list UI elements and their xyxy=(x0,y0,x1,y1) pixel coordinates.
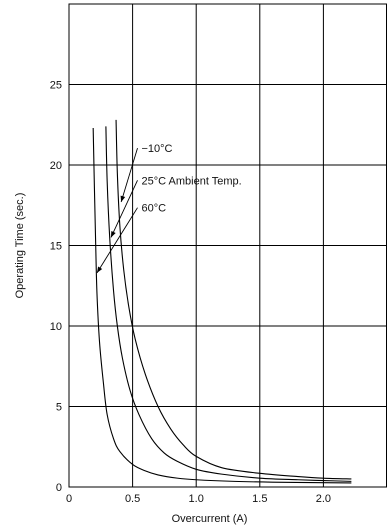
x-tick-label-2: 1.0 xyxy=(189,493,204,505)
annotation-arrowhead-1 xyxy=(110,230,116,238)
annotation-leader-1 xyxy=(110,180,138,238)
annotation-label-2: 60°C xyxy=(142,203,167,215)
annotation-leader-0 xyxy=(120,147,138,203)
series-curves xyxy=(92,119,352,484)
x-tick-label-3: 1.5 xyxy=(252,493,267,505)
grid-lines xyxy=(69,4,387,487)
x-tick-label-0: 0 xyxy=(66,493,72,505)
y-tick-label-2: 10 xyxy=(50,321,62,333)
y-tick-label-1: 5 xyxy=(56,402,62,414)
series-curve-2 xyxy=(92,127,352,484)
annotation-arrowhead-2 xyxy=(96,266,103,273)
y-tick-label-0: 0 xyxy=(56,482,62,494)
annotation-label-1: 25°C Ambient Temp. xyxy=(142,175,242,187)
x-axis-label: Overcurrent (A) xyxy=(172,513,248,525)
annotation-leader-2 xyxy=(96,207,138,274)
series-curve-0 xyxy=(115,119,352,480)
y-tick-label-3: 15 xyxy=(50,241,62,253)
y-tick-label-5: 25 xyxy=(50,80,62,92)
annotation-label-0: −10°C xyxy=(142,143,173,155)
tick-labels: 0 0.5 1.0 1.5 2.0 0 5 10 15 20 25 xyxy=(50,80,331,506)
x-tick-label-1: 0.5 xyxy=(125,493,140,505)
x-tick-label-4: 2.0 xyxy=(316,493,331,505)
legend-annotations: −10°C 25°C Ambient Temp. 60°C xyxy=(96,143,242,274)
annotation-arrowhead-0 xyxy=(120,195,126,203)
series-curve-1 xyxy=(105,126,352,482)
y-tick-label-4: 20 xyxy=(50,160,62,172)
y-axis-label: Operating Time (sec.) xyxy=(14,193,26,299)
